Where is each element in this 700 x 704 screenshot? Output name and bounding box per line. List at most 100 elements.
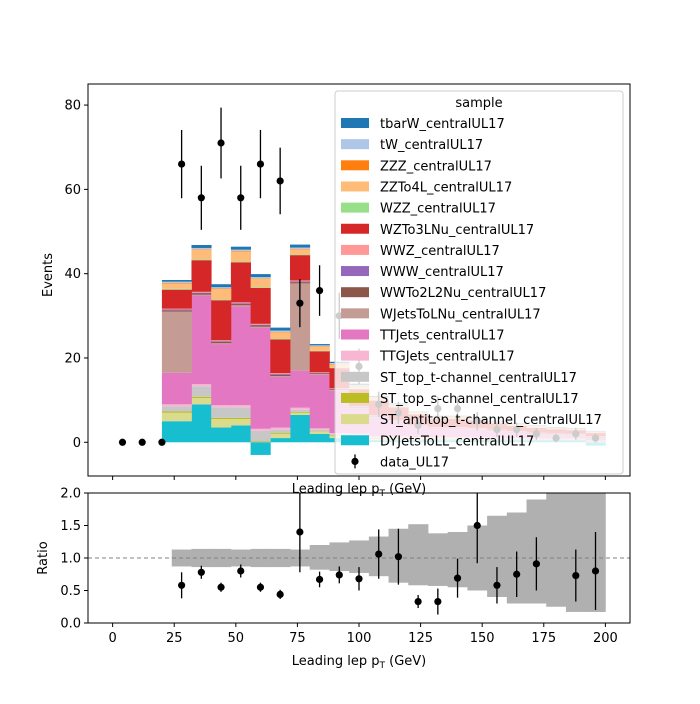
bar-zzz-centralul17 — [191, 249, 212, 250]
bar-wwto2l2nu-centralul17 — [309, 373, 330, 374]
bar-www-centralul17 — [250, 324, 271, 326]
legend-swatch-tbarw-centralul17 — [341, 118, 369, 128]
legend-label-dyjetstoll-centralul17: DYJetsToLL_centralUL17 — [380, 434, 534, 449]
bar-wjetstolnu-centralul17 — [191, 294, 212, 296]
main-y-axis-label: Events — [41, 253, 56, 297]
bar-zzz-centralul17 — [270, 331, 291, 333]
bar-zzto4l-centralul17 — [309, 346, 330, 351]
legend-swatch-wzz-centralul17 — [341, 202, 369, 213]
ratio-y-tick-label: 1.5 — [60, 519, 81, 534]
y-tick-label: 20 — [64, 351, 81, 366]
bar-st-top-t-channel-centralul17 — [230, 407, 251, 418]
ratio-band-bin — [250, 548, 271, 568]
bar-st-top-t-channel-centralul17 — [290, 409, 311, 412]
bar-zzto4l-centralul17 — [211, 288, 232, 300]
bar-wwto2l2nu-centralul17 — [230, 304, 251, 306]
ratio-y-ticks: 0.0 0.5 1.0 1.5 2.0 — [60, 487, 88, 632]
legend-swatch-ttgjets-centralul17 — [341, 350, 369, 361]
bar-zzz-centralul17 — [309, 346, 330, 347]
bar-wwto2l2nu-centralul17 — [270, 374, 291, 377]
bar-ttjets-centralul17 — [309, 374, 330, 429]
legend-swatch-wwz-centralul17 — [341, 244, 369, 255]
ratio-point — [276, 590, 284, 599]
legend-swatch-tw-centralul17 — [341, 139, 369, 150]
main-x-ticks — [112, 476, 606, 480]
y-tick-label: 0 — [73, 436, 81, 451]
bar-wzto3lnu-centralul17 — [290, 255, 311, 281]
ratio-point — [473, 521, 481, 530]
bar-ttjets-centralul17 — [250, 327, 271, 429]
data-point — [118, 438, 127, 446]
bar-st-top-t-channel-centralul17 — [191, 386, 212, 397]
legend-label-wzto3lnu-centralul17: WZTo3LNu_centralUL17 — [380, 223, 534, 238]
legend-label-wwz-centralul17: WWZ_centralUL17 — [380, 244, 500, 259]
legend-label-data-ul17: data_UL17 — [380, 455, 449, 470]
legend-swatch-www-centralul17 — [341, 266, 369, 277]
data-point — [158, 438, 166, 446]
legend-swatch-dyjetstoll-centralul17 — [341, 435, 369, 446]
bar-wwz-centralul17 — [250, 323, 271, 325]
ratio-point — [197, 568, 205, 576]
ratio-band-bin — [427, 533, 449, 586]
data-point — [178, 160, 186, 168]
bar-zzto4l-centralul17 — [250, 278, 271, 288]
legend-label-st-antitop-t-channel-centralul17: ST_antitop_t-channel_centralUL17 — [380, 413, 602, 428]
bar-tw-centralul17 — [191, 247, 212, 250]
bar-zzz-centralul17 — [290, 248, 311, 250]
bar-zzz-centralul17 — [161, 282, 192, 284]
ratio-band-bin — [408, 524, 429, 586]
legend-swatch-st-antitop-t-channel-centralul17 — [341, 414, 369, 425]
ratio-x-tick-label: 75 — [289, 631, 306, 646]
bar-zzto4l-centralul17 — [191, 249, 212, 260]
bar-st-top-t-channel-centralul17 — [161, 406, 192, 412]
ratio-y-axis-label: Ratio — [36, 541, 51, 574]
ratio-x-tick-label: 125 — [408, 631, 433, 646]
bar-wzz-centralul17 — [290, 254, 311, 256]
legend-entries: tbarW_centralUL17 tW_centralUL17 ZZZ_centr… — [341, 117, 602, 470]
bar-zzz-centralul17 — [230, 250, 251, 252]
bar-ttgjets-centralul17 — [270, 427, 291, 430]
bar-tw-centralul17 — [290, 247, 311, 249]
ratio-point — [453, 574, 462, 582]
legend-swatch-zzz-centralul17 — [341, 160, 369, 171]
bar-tbarw-centralul17 — [191, 245, 212, 248]
bar-zzto4l-centralul17 — [161, 283, 192, 289]
ratio-point — [434, 597, 442, 606]
bar-tbarw-centralul17 — [270, 327, 291, 331]
bar-st-top-s-channel-centralul17 — [290, 411, 311, 413]
bar-wwz-centralul17 — [191, 291, 212, 293]
legend-label-tw-centralul17: tW_centralUL17 — [380, 138, 483, 153]
ratio-x-tick-label: 150 — [470, 631, 495, 646]
bar-ttgjets-centralul17 — [191, 384, 212, 387]
legend-label-www-centralul17: WWW_centralUL17 — [380, 265, 504, 280]
bar-ttjets-centralul17 — [230, 306, 251, 406]
ratio-x-tick-label: 100 — [347, 631, 372, 646]
legend-swatch-wjetstolnu-centralul17 — [341, 308, 369, 319]
bar-tbarw-centralul17 — [161, 280, 192, 282]
bar-st-top-s-channel-centralul17 — [309, 431, 330, 432]
ratio-x-axis-label: Leading lep pT (GeV) — [292, 654, 426, 671]
legend-label-st-top-s-channel-centralul17: ST_top_s-channel_centralUL17 — [380, 392, 579, 407]
ratio-x-tick-label: 175 — [531, 631, 556, 646]
legend-label-zzto4l-centralul17: ZZTo4L_centralUL17 — [380, 180, 512, 195]
ratio-point — [256, 583, 265, 591]
bar-wwz-centralul17 — [309, 372, 330, 373]
bar-dyjetstoll-centralul17 — [290, 414, 311, 443]
bar-wjetstolnu-centralul17 — [270, 376, 291, 377]
bar-tbarw-centralul17 — [309, 344, 330, 346]
legend-label-tbarw-centralul17: tbarW_centralUL17 — [380, 117, 505, 132]
bar-wzto3lnu-centralul17 — [230, 262, 251, 303]
ratio-point — [513, 570, 521, 578]
bar-tbarw-centralul17 — [230, 246, 251, 250]
main-y-ticks: 0 20 40 60 80 — [64, 99, 88, 451]
data-point — [256, 160, 265, 168]
bar-st-top-s-channel-centralul17 — [211, 417, 232, 420]
y-tick-label: 60 — [64, 183, 81, 198]
ratio-point — [375, 550, 383, 558]
bar-wwto2l2nu-centralul17 — [211, 341, 232, 344]
bar-st-top-s-channel-centralul17 — [270, 433, 291, 434]
ratio-plot-panel: 0.0 0.5 1.0 1.5 2.0 0 25 50 75 100 125 150 175 200 R… — [36, 487, 631, 671]
ratio-x-tick-label: 50 — [228, 631, 245, 646]
bar-dyjetstoll-centralul17 — [270, 438, 291, 443]
